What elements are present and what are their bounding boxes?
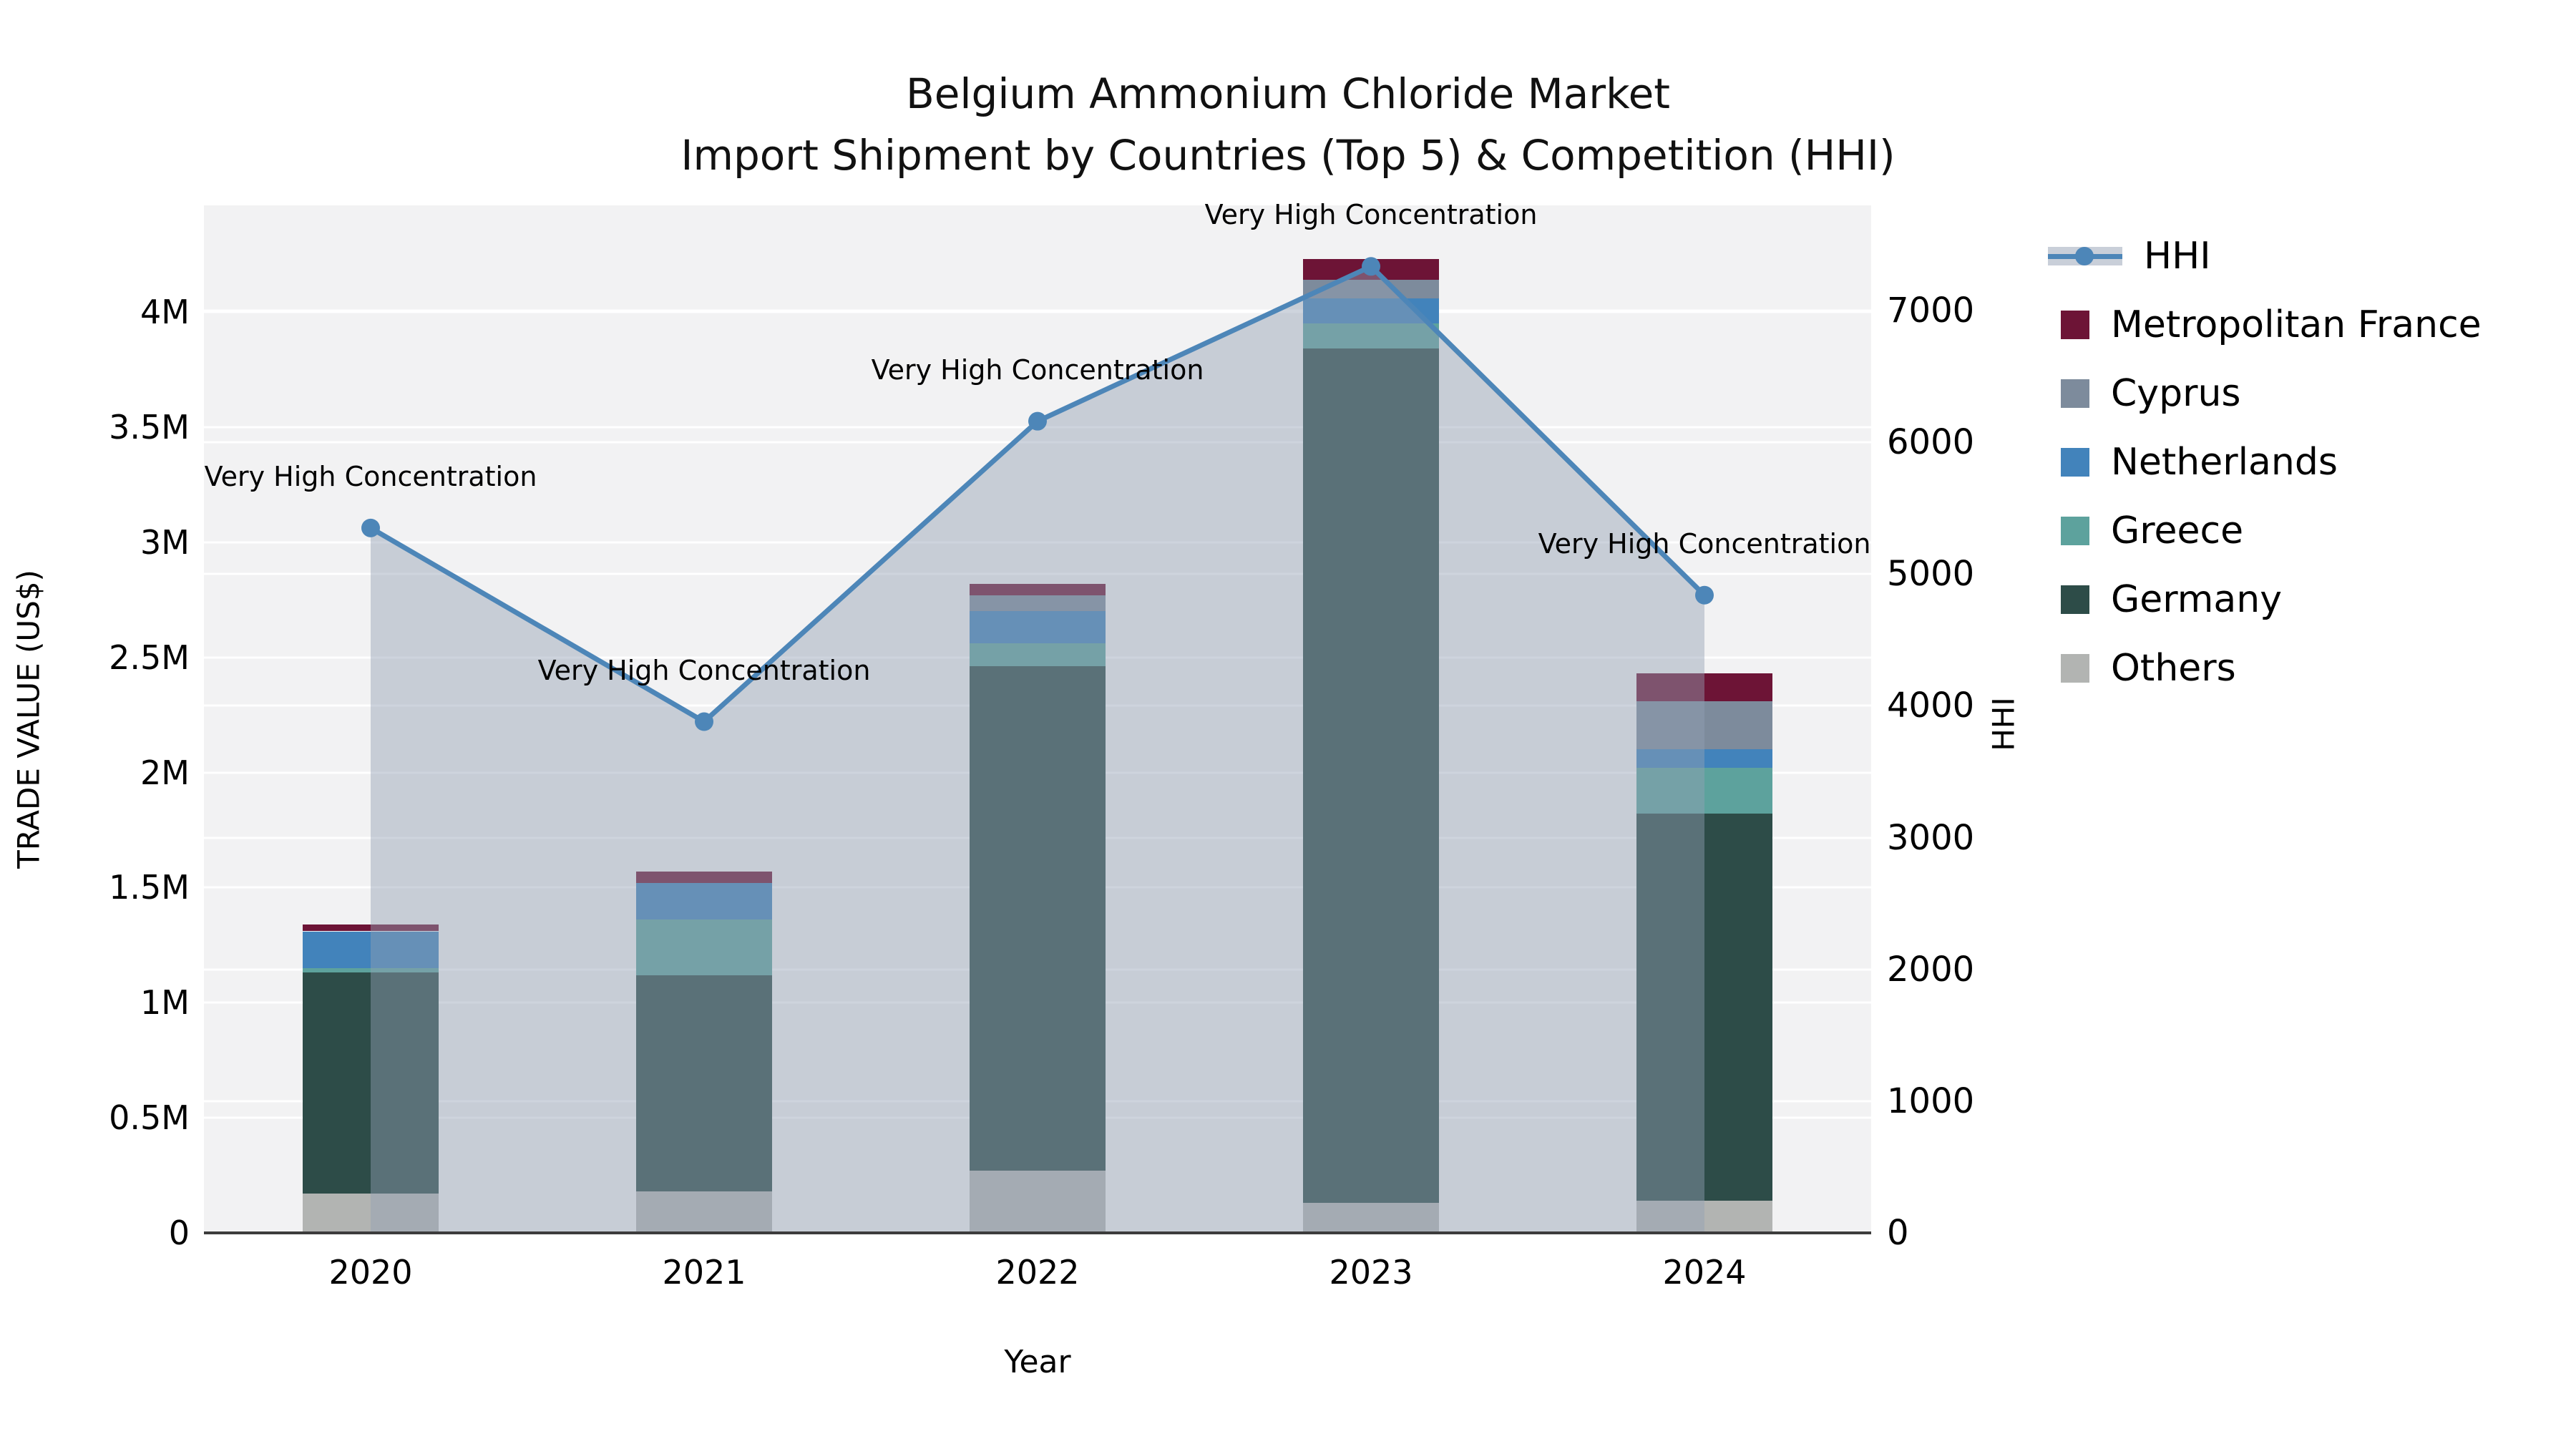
bar-segment — [303, 972, 439, 1194]
y-axis-right-tick-label: 5000 — [1887, 554, 1975, 595]
bar-segment — [970, 666, 1106, 1171]
bar-segment — [636, 919, 772, 975]
bar-segment — [1636, 749, 1772, 769]
y-axis-title-left: TRADE VALUE (US$) — [11, 570, 47, 869]
bar-segment — [970, 583, 1106, 595]
y-axis-left-tick-label: 3.5M — [109, 407, 190, 447]
annotation: Very High Concentration — [537, 654, 871, 686]
y-axis-right-tick-label: 2000 — [1887, 949, 1975, 990]
chart-title-line2: Import Shipment by Countries (Top 5) & C… — [680, 131, 1896, 180]
hhi-marker — [1362, 257, 1380, 276]
legend-item-others: Others — [2048, 647, 2236, 690]
gridline — [204, 541, 1871, 544]
legend-item-label: Cyprus — [2111, 372, 2241, 415]
bar-segment — [1636, 768, 1772, 814]
legend-item-label: HHI — [2144, 235, 2211, 278]
y-axis-right-tick-label: 4000 — [1887, 686, 1975, 726]
hhi-legend-marker — [2075, 247, 2094, 265]
legend: HHI Metropolitan France Cyprus Netherlands G… — [2048, 0, 2570, 1449]
chart-title: Belgium Ammonium Chloride Market Import … — [0, 63, 2576, 186]
bar-segment — [303, 1194, 439, 1233]
bar-segment — [1636, 814, 1772, 1201]
x-axis-title: Year — [1004, 1344, 1071, 1380]
bar-segment — [1636, 1200, 1772, 1233]
y-axis-right-tick-label: 7000 — [1887, 291, 1975, 331]
y-axis-left-tick-label: 3M — [140, 522, 190, 562]
chart-title-line1: Belgium Ammonium Chloride Market — [905, 69, 1671, 118]
legend-item-hhi: HHI — [2048, 235, 2211, 278]
annotation: Very High Concentration — [204, 460, 537, 492]
annotation: Very High Concentration — [1538, 527, 1871, 560]
gridline — [204, 311, 1871, 313]
gridline — [204, 441, 1871, 444]
gridline — [204, 309, 1871, 312]
y-axis-left-tick-label: 0 — [168, 1214, 190, 1252]
y-axis-left-tick-label: 0.5M — [109, 1098, 190, 1138]
y-axis-left-tick-label: 4M — [140, 293, 190, 331]
bar-segment — [970, 1171, 1106, 1233]
x-axis-tick-label: 2023 — [1329, 1253, 1413, 1292]
bar-segment — [1303, 1203, 1439, 1233]
bar-segment — [303, 924, 439, 932]
y-axis-right-tick-label: 6000 — [1887, 422, 1975, 463]
annotation: Very High Concentration — [871, 353, 1204, 386]
y-axis-left-tick-label: 2.5M — [109, 638, 190, 677]
bar-segment — [303, 967, 439, 973]
bar-segment — [970, 595, 1106, 612]
bar-segment — [636, 882, 772, 920]
x-axis-baseline — [204, 1231, 1871, 1234]
x-axis-tick-label: 2024 — [1662, 1253, 1747, 1292]
legend-swatch — [2061, 448, 2089, 477]
y-axis-left-tick-label: 1M — [140, 983, 190, 1023]
bar-segment — [970, 643, 1106, 667]
y-axis-right-tick-label: 3000 — [1887, 817, 1975, 858]
legend-swatch — [2061, 311, 2089, 339]
bar-segment — [970, 611, 1106, 644]
legend-item-label: Others — [2111, 647, 2236, 690]
hhi-marker — [1695, 585, 1714, 605]
y-axis-left-tick-label: 1.5M — [109, 868, 190, 907]
x-axis-tick-label: 2021 — [662, 1253, 746, 1292]
bar-segment — [1636, 673, 1772, 701]
bar-segment — [636, 1191, 772, 1233]
legend-swatch — [2061, 654, 2089, 683]
legend-item-greece: Greece — [2048, 509, 2243, 552]
bar-segment — [1636, 701, 1772, 750]
hhi-area — [371, 266, 1704, 1233]
bar-segment — [1303, 348, 1439, 1204]
hhi-marker — [361, 518, 380, 537]
x-axis-tick-label: 2020 — [328, 1253, 413, 1292]
legend-swatch — [2061, 585, 2089, 614]
legend-swatch — [2061, 379, 2089, 408]
hhi-marker — [1028, 411, 1047, 431]
bar-segment — [636, 975, 772, 1192]
y-axis-right-tick-label: 0 — [1887, 1213, 1909, 1253]
x-axis-tick-label: 2022 — [995, 1253, 1080, 1292]
legend-item-label: Metropolitan France — [2111, 303, 2482, 346]
legend-item-label: Germany — [2111, 578, 2283, 621]
legend-item-label: Greece — [2111, 509, 2244, 552]
annotation: Very High Concentration — [1204, 199, 1538, 231]
y-axis-left-tick-label: 2M — [140, 753, 190, 792]
legend-item-metropolitan-france: Metropolitan France — [2048, 303, 2482, 346]
legend-swatch — [2061, 517, 2089, 545]
y-axis-right-tick-label: 1000 — [1887, 1080, 1975, 1121]
y-axis-title-right: HHI — [1986, 697, 2021, 751]
bar-segment — [1303, 323, 1439, 349]
bar-segment — [303, 931, 439, 968]
hhi-marker — [695, 712, 713, 731]
bar-segment — [636, 871, 772, 883]
legend-item-netherlands: Netherlands — [2048, 441, 2338, 484]
legend-item-germany: Germany — [2048, 578, 2282, 621]
hhi-legend-line-sample — [2048, 247, 2122, 265]
legend-item-label: Netherlands — [2111, 441, 2338, 484]
legend-item-cyprus: Cyprus — [2048, 372, 2241, 415]
gridline — [204, 572, 1871, 575]
